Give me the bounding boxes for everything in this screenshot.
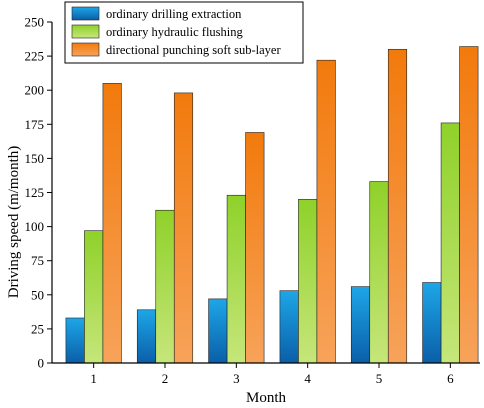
x-tick-label: 6 (447, 371, 454, 386)
x-ticks-group: 1 2 3 4 5 6 (90, 363, 454, 386)
bar-2-month-5 (369, 181, 389, 364)
y-axis-title: Driving speed (m/month) (6, 146, 22, 298)
bar-2-month-4 (298, 199, 318, 364)
legend-swatch-1 (71, 6, 100, 21)
bar-1-month-4 (279, 290, 299, 364)
x-tick-label: 4 (304, 371, 311, 386)
y-tick-label: 200 (25, 83, 45, 98)
bar-3-month-3 (245, 132, 265, 364)
bar-3-month-6 (459, 46, 479, 364)
bar-1-month-1 (65, 317, 85, 364)
bar-2-month-2 (155, 209, 175, 364)
y-tick-label: 25 (31, 321, 44, 336)
y-tick-label: 100 (25, 219, 45, 234)
legend-box (64, 1, 304, 64)
legend-swatch-3 (71, 42, 100, 57)
bar-2-month-3 (226, 194, 246, 364)
bar-2-month-6 (440, 122, 460, 364)
legend-label-2: ordinary hydraulic flushing (106, 25, 244, 39)
bar-3-month-5 (387, 48, 408, 364)
y-tick-label: 75 (31, 253, 44, 268)
bar-3-month-1 (102, 83, 122, 364)
bar-1-month-3 (208, 298, 228, 364)
x-tick-label: 1 (90, 371, 97, 386)
x-tick-label: 3 (233, 371, 240, 386)
bar-3-month-2 (173, 92, 194, 364)
legend-label-1: ordinary drilling extraction (106, 7, 242, 21)
y-tick-label: 225 (25, 49, 45, 64)
x-tick-label: 2 (162, 371, 169, 386)
bar-1-month-2 (136, 309, 157, 364)
bar-3-month-4 (316, 59, 336, 364)
x-tick-label: 5 (376, 371, 383, 386)
y-tick-label: 50 (31, 287, 44, 302)
bar-1-month-6 (422, 282, 442, 364)
y-tick-label: 175 (25, 117, 45, 132)
y-tick-label: 125 (25, 185, 45, 200)
y-tick-label: 250 (25, 15, 45, 30)
bars-group (65, 46, 479, 364)
bar-2-month-1 (84, 230, 104, 364)
x-axis-title: Month (246, 390, 287, 406)
y-ticks-group: 0 25 50 75 100 125 150 175 200 225 250 (25, 15, 52, 371)
legend-swatch-2 (71, 24, 100, 39)
legend: ordinary drilling extraction ordinary hyd… (64, 1, 304, 64)
y-tick-label: 0 (38, 356, 45, 371)
bar-1-month-5 (350, 286, 371, 364)
y-tick-label: 150 (25, 151, 45, 166)
legend-label-3: directional punching soft sub-layer (106, 43, 281, 57)
